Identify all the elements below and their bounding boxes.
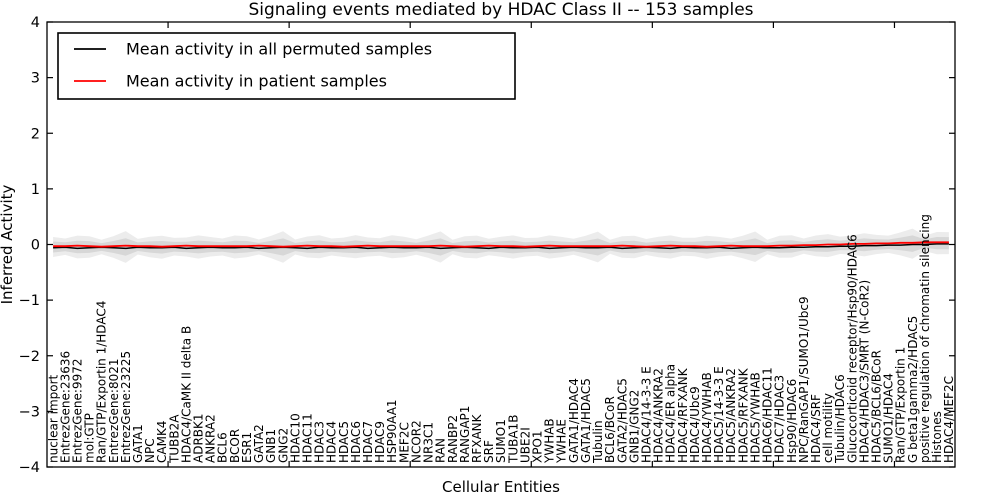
- category-label: HDAC4/HDAC3/SMRT (N-CoR2): [857, 280, 871, 463]
- category-label: G beta1gamma2/HDAC5: [906, 316, 920, 463]
- category-label: RANGAP1: [458, 406, 472, 463]
- category-label: NPC: [143, 438, 157, 463]
- permuted-series-line: [53, 243, 949, 250]
- category-label: NPC/RanGAP1/SUMO1/Ubc9: [797, 296, 811, 463]
- category-label: Tubulin: [591, 420, 605, 464]
- category-label: YWHAE: [555, 419, 569, 464]
- category-label: BCL6: [216, 432, 230, 463]
- category-label: GNB1/GNG2: [627, 390, 641, 463]
- category-label: ANKRA2: [204, 414, 218, 463]
- category-label: NR3C1: [422, 422, 436, 463]
- category-label: HDAC4: [325, 421, 339, 463]
- category-label: BCOR: [228, 429, 242, 463]
- category-label: Tubulin/HDAC6: [833, 374, 847, 464]
- category-label: CAMK4: [155, 421, 169, 463]
- y-axis-label: Inferred Activity: [0, 184, 16, 304]
- category-label: HDAC5/BCL6/BCoR: [870, 350, 884, 463]
- category-label: HDAC3: [313, 421, 327, 463]
- category-label: cell motility: [821, 393, 835, 463]
- legend: Mean activity in all permuted samples Mea…: [57, 32, 516, 100]
- category-label: Histones: [930, 411, 944, 463]
- legend-entry-label: Mean activity in patient samples: [126, 72, 387, 91]
- category-label: HDAC11: [301, 413, 315, 463]
- category-label: Ran/GTP/Exportin 1: [894, 347, 908, 463]
- category-label: Ran/GTP/Exportin 1/HDAC4: [95, 301, 109, 463]
- category-label: TUBB2A: [167, 414, 181, 464]
- category-label: GATA1/HDAC4: [567, 378, 581, 463]
- category-label: HDAC5/YWHAB: [748, 372, 762, 463]
- y-tick-label: −4: [19, 460, 40, 476]
- category-label: TUBA1B: [506, 415, 520, 464]
- category-label: GATA2: [252, 424, 266, 463]
- category-label: RANBP2: [446, 415, 460, 463]
- y-tick-label: −3: [19, 404, 40, 420]
- category-label: HDAC6: [349, 421, 363, 463]
- category-label: mol:GTP: [83, 413, 97, 463]
- category-label: HDAC5/14-3-3 E: [712, 366, 726, 463]
- category-label: XPO1: [531, 430, 545, 463]
- y-tick-label: −2: [19, 349, 40, 365]
- category-label: HDAC4/ER alpha: [664, 364, 678, 463]
- category-label: GNG2: [276, 428, 290, 463]
- category-label: NCOR2: [410, 420, 424, 463]
- patient-series-line: [53, 241, 949, 248]
- chart-title: Signaling events mediated by HDAC Class …: [248, 0, 753, 20]
- category-label: SRF: [482, 440, 496, 463]
- y-tick-label: 1: [31, 182, 40, 198]
- legend-entry-label: Mean activity in all permuted samples: [126, 40, 432, 59]
- category-label: HDAC9: [373, 421, 387, 463]
- category-label: HDAC5: [337, 421, 351, 463]
- y-tick-label: 0: [31, 238, 40, 254]
- category-label: RAN: [434, 438, 448, 463]
- category-label: SUMO1: [494, 419, 508, 463]
- category-label: EntrezGene:8021: [107, 359, 121, 464]
- category-label: YWHAB: [543, 418, 557, 464]
- category-label: HDAC4/Ubc9: [688, 386, 702, 463]
- category-label: positive regulation of chromatin silenci…: [918, 214, 932, 463]
- category-label: GNB1: [264, 429, 278, 463]
- category-label: GATA1: [131, 424, 145, 463]
- category-label: HSP90AA1: [385, 399, 399, 463]
- category-label: HDAC4/14-3-3 E: [640, 366, 654, 463]
- y-tick-label: −1: [19, 293, 40, 309]
- category-label: HDAC7/HDAC3: [773, 375, 787, 463]
- category-label: EntrezGene:9972: [71, 359, 85, 464]
- category-label: GATA1/HDAC5: [579, 378, 593, 463]
- category-label: MEF2C: [397, 422, 411, 463]
- category-label: HDAC4/ANKRA2: [652, 368, 666, 463]
- y-tick-label: 2: [31, 126, 40, 142]
- category-label: HDAC5/RFXANK: [736, 367, 750, 463]
- category-label: ADRBK1: [192, 413, 206, 463]
- category-label: BCL6/BCoR: [603, 396, 617, 463]
- category-label: GATA2/HDAC5: [615, 378, 629, 463]
- category-label: HDAC5/ANKRA2: [724, 368, 738, 463]
- category-label: HDAC4/YWHAB: [700, 372, 714, 463]
- category-label: UBE2I: [518, 427, 532, 463]
- category-label: HDAC4/CaMK II delta B: [179, 326, 193, 463]
- legend-box: [57, 32, 516, 100]
- y-tick-label: 3: [31, 71, 40, 87]
- category-label: Glucocorticoid receptor/Hsp90/HDAC6: [845, 234, 859, 463]
- category-label: HDAC4/MEF2C: [942, 376, 956, 463]
- category-label: ESR1: [240, 432, 254, 463]
- category-label: HDAC10: [288, 413, 302, 463]
- x-axis-label: Cellular Entities: [442, 478, 560, 496]
- category-label: nuclear import: [46, 374, 60, 463]
- y-tick-label: 4: [31, 15, 40, 31]
- category-label: HDAC4/SRF: [809, 394, 823, 463]
- category-label: HDAC6/HDAC11: [761, 367, 775, 463]
- category-label: RFXANK: [470, 413, 484, 463]
- category-label: Hsp90/HDAC6: [785, 379, 799, 463]
- category-label: HDAC7: [361, 421, 375, 463]
- category-label: EntrezGene:23636: [58, 351, 72, 463]
- category-label: HDAC4/RFXANK: [676, 367, 690, 463]
- category-label: EntrezGene:23225: [119, 351, 133, 463]
- category-label: SUMO1/HDAC4: [882, 373, 896, 463]
